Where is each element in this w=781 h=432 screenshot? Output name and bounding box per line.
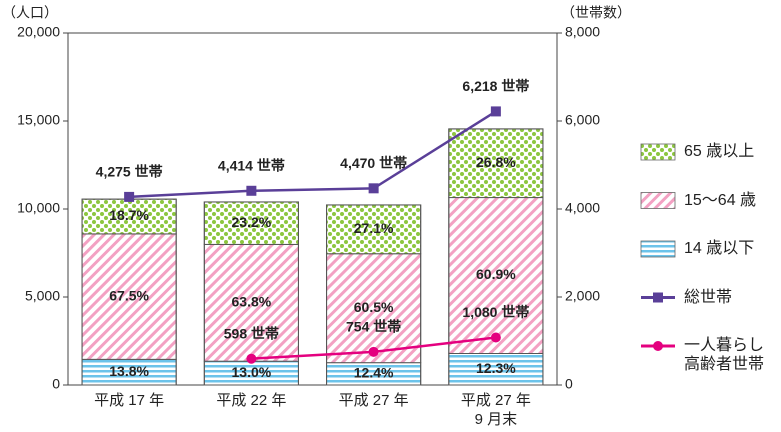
line-label: 4,414 世帯 <box>218 157 285 173</box>
legend-label: 14 歳以下 <box>684 240 755 257</box>
y-tick-label: 5,000 <box>25 288 60 304</box>
line-marker <box>368 346 379 357</box>
segment-label: 12.3% <box>476 360 516 376</box>
y2-tick-label: 0 <box>565 376 573 392</box>
legend-label: 65 歳以上 <box>684 143 755 160</box>
segment-label: 13.8% <box>109 363 149 379</box>
segment-label: 18.7% <box>109 207 149 223</box>
y2-tick-label: 8,000 <box>565 24 600 40</box>
line-marker <box>124 191 135 202</box>
line <box>129 110 497 199</box>
line-label: 4,275 世帯 <box>96 164 163 180</box>
legend-marker <box>653 292 663 303</box>
bar-segment <box>81 358 177 386</box>
line-label: 6,218 世帯 <box>462 78 529 94</box>
legend-label: 15～64 歳 <box>684 191 757 209</box>
y-tick-label: 10,000 <box>17 200 60 216</box>
y2-tick-label: 6,000 <box>565 112 600 128</box>
segment-label: 67.5% <box>109 287 149 303</box>
line-marker <box>246 353 257 364</box>
line-marker <box>490 106 501 117</box>
y2-tick-label: 4,000 <box>565 200 600 216</box>
line-label: 754 世帯 <box>346 319 401 335</box>
y-tick-label: 0 <box>52 376 60 392</box>
x-tick-label: 平成 22 年 <box>216 392 287 409</box>
legend-swatch <box>640 192 676 209</box>
line-label: 4,470 世帯 <box>340 155 407 171</box>
y-tick-label: 15,000 <box>17 112 60 128</box>
line-label: 598 世帯 <box>224 325 279 341</box>
bar-total <box>448 128 544 386</box>
y2-axis-title: （世帯数） <box>561 5 631 21</box>
segment-label: 12.4% <box>354 365 394 381</box>
legend-label: 総世帯 <box>684 288 733 306</box>
bar-total <box>326 204 422 386</box>
segment-label: 27.1% <box>354 220 394 236</box>
segment-label: 60.5% <box>354 299 394 315</box>
segment-label: 63.8% <box>232 294 272 310</box>
x-tick-label: 平成 17 年 <box>94 392 165 409</box>
legend-swatch <box>640 143 676 161</box>
bar-segment <box>203 243 299 362</box>
line-marker <box>490 332 501 343</box>
y-axis-title: （人口） <box>2 5 58 21</box>
legend-marker <box>653 341 663 351</box>
line-marker <box>246 185 257 196</box>
segment-label: 26.8% <box>476 154 516 170</box>
segment-label: 13.0% <box>232 364 272 380</box>
line-marker <box>368 183 379 194</box>
bar-segment <box>81 233 177 360</box>
bar-segment <box>448 353 544 386</box>
legend-label: 一人暮らし 高齢者世帯 <box>684 337 765 373</box>
bar-total <box>203 201 299 386</box>
y-tick-label: 20,000 <box>17 24 60 40</box>
bar-segment <box>448 197 544 355</box>
legend-swatch <box>640 240 676 258</box>
segment-label: 60.9% <box>476 266 516 282</box>
line-label: 1,080 世帯 <box>462 304 529 320</box>
y2-tick-label: 2,000 <box>565 288 600 304</box>
segment-label: 23.2% <box>232 214 272 230</box>
x-tick-label: 平成 27 年 9 月末 <box>460 392 531 428</box>
x-tick-label: 平成 27 年 <box>338 392 409 409</box>
